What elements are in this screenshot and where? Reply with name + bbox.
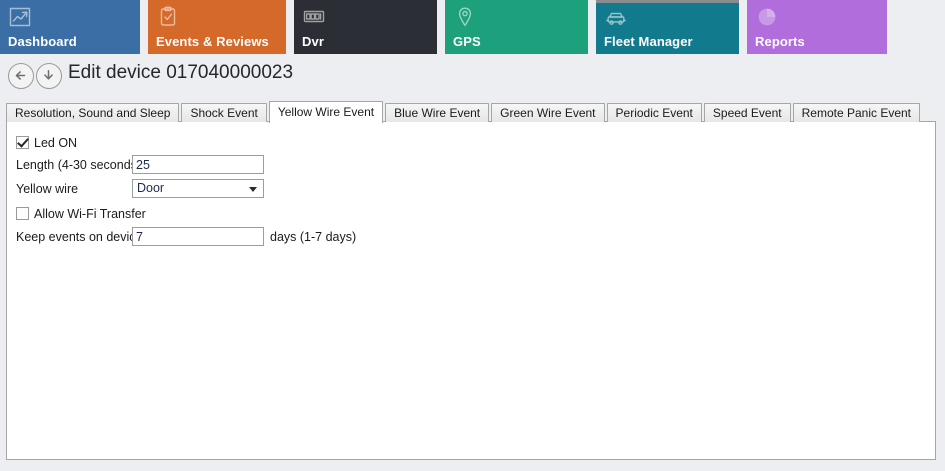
primary-navigation: Dashboard Events & Reviews Dvr GPS Fleet Man…	[0, 0, 945, 54]
page-title: Edit device 017040000023	[68, 62, 294, 83]
yellow-wire-select[interactable]: Door	[132, 179, 264, 198]
arrow-down-circle-icon	[44, 70, 53, 80]
dvr-device-icon	[303, 6, 325, 28]
vehicles-icon	[605, 9, 627, 31]
tab-shock-event[interactable]: Shock Event	[181, 103, 267, 122]
nav-tile-events-reviews[interactable]: Events & Reviews	[148, 0, 286, 54]
nav-tile-label: Fleet Manager	[604, 34, 693, 49]
keep-events-input[interactable]	[132, 227, 264, 246]
keep-events-row: Keep events on device days (1-7 days)	[16, 226, 356, 247]
allow-wifi-transfer-checkbox[interactable]	[16, 207, 29, 220]
nav-tile-gps[interactable]: GPS	[445, 0, 588, 54]
tab-speed-event[interactable]: Speed Event	[703, 103, 791, 122]
nav-tile-gap	[739, 0, 747, 54]
led-on-checkbox[interactable]	[16, 136, 29, 149]
back-button[interactable]	[8, 63, 34, 89]
nav-tile-fleet-manager[interactable]: Fleet Manager	[596, 0, 739, 54]
download-button[interactable]	[36, 63, 62, 89]
arrow-left-circle-icon	[15, 71, 26, 80]
yellow-wire-event-panel: Led ON Length (4-30 seconds) Yellow wire…	[6, 121, 936, 460]
tab-periodic-event[interactable]: Periodic Event	[606, 103, 702, 122]
nav-tile-gap	[437, 0, 445, 54]
yellow-wire-selected-value: Door	[137, 181, 165, 195]
length-input[interactable]	[132, 155, 264, 174]
nav-tile-label: GPS	[453, 34, 481, 49]
length-label: Length (4-30 seconds)	[16, 157, 142, 172]
pie-chart-icon	[756, 6, 778, 28]
settings-tab-bar: Resolution, Sound and Sleep Shock Event Ye…	[6, 101, 922, 123]
tab-resolution-sound-and-sleep[interactable]: Resolution, Sound and Sleep	[6, 103, 180, 122]
nav-tile-label: Dashboard	[8, 34, 77, 49]
allow-wifi-transfer-label: Allow Wi-Fi Transfer	[34, 206, 146, 221]
keep-events-label: Keep events on device	[16, 229, 143, 244]
nav-tile-label: Reports	[755, 34, 805, 49]
tab-blue-wire-event[interactable]: Blue Wire Event	[385, 103, 490, 122]
nav-tile-label: Dvr	[302, 34, 324, 49]
nav-tile-reports[interactable]: Reports	[747, 0, 887, 54]
keep-events-suffix: days (1-7 days)	[270, 229, 357, 244]
chevron-down-icon	[249, 187, 257, 192]
page-header: Edit device 017040000023	[0, 54, 945, 98]
nav-tile-dashboard[interactable]: Dashboard	[0, 0, 140, 54]
yellow-wire-row: Yellow wire Door	[16, 178, 264, 199]
nav-tile-gap	[140, 0, 148, 54]
tab-green-wire-event[interactable]: Green Wire Event	[491, 103, 605, 122]
nav-tile-gap	[588, 0, 596, 54]
map-pin-icon	[454, 6, 476, 28]
tab-remote-panic-event[interactable]: Remote Panic Event	[792, 103, 920, 122]
nav-tile-gap	[286, 0, 294, 54]
nav-tile-dvr[interactable]: Dvr	[294, 0, 437, 54]
nav-tile-label: Events & Reviews	[156, 34, 269, 49]
yellow-wire-label: Yellow wire	[16, 181, 79, 196]
line-chart-icon	[9, 6, 31, 28]
length-row: Length (4-30 seconds)	[16, 154, 264, 175]
led-on-row: Led ON	[16, 132, 77, 153]
wifi-transfer-row: Allow Wi-Fi Transfer	[16, 203, 146, 224]
led-on-label: Led ON	[34, 135, 78, 150]
tab-yellow-wire-event[interactable]: Yellow Wire Event	[268, 101, 384, 123]
clipboard-check-icon	[157, 6, 179, 28]
